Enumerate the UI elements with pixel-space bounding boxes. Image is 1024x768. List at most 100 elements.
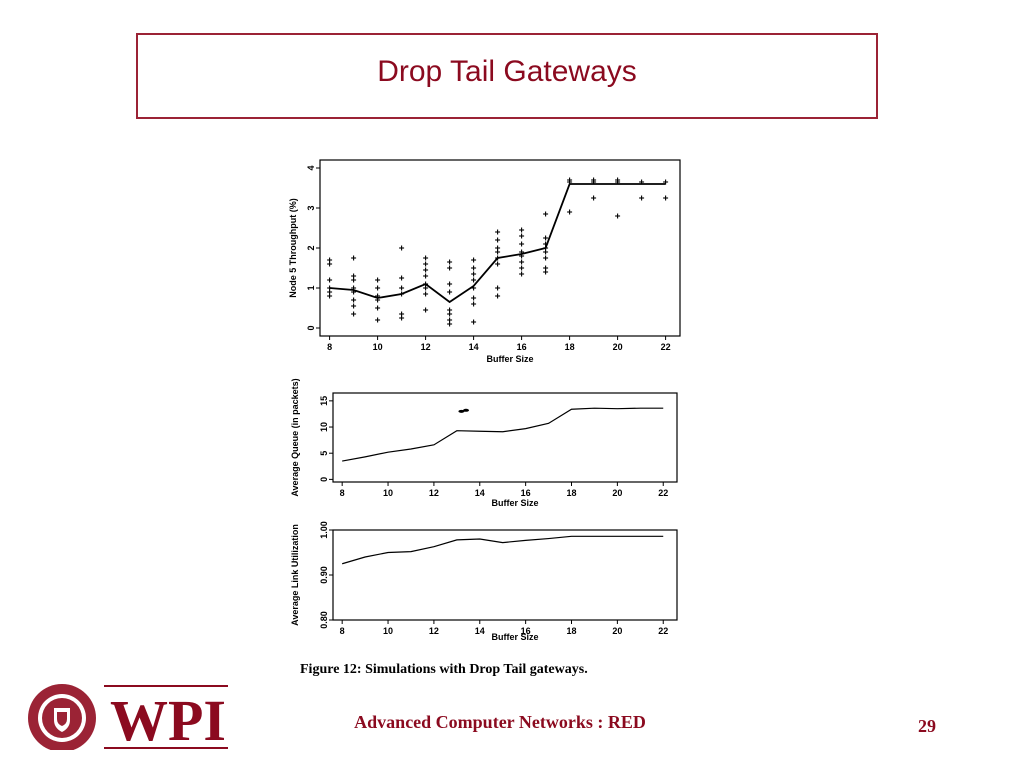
data-point [423,261,429,267]
data-point [495,249,501,255]
data-point [471,295,477,301]
y-axis-label: Average Queue (in packets) [290,378,300,496]
data-point [519,271,525,277]
y-tick-label: 1.00 [319,521,329,539]
data-point [327,293,333,299]
x-axis-label: Buffer Size [486,354,533,364]
figure-caption: Figure 12: Simulations with Drop Tail ga… [300,662,700,678]
data-point [495,285,501,291]
data-point [447,321,453,327]
x-tick-label: 14 [475,626,485,636]
wpi-seal [28,684,96,750]
x-tick-label: 12 [429,626,439,636]
data-point [519,227,525,233]
title-box: Drop Tail Gateways [136,33,878,119]
data-point [519,241,525,247]
series-line [342,535,664,565]
x-tick-label: 12 [429,488,439,498]
data-point [567,209,573,215]
data-point [471,277,477,283]
data-point [423,285,429,291]
x-tick-label: 16 [517,342,527,352]
x-tick-label: 10 [383,626,393,636]
y-axis-label: Node 5 Throughput (%) [288,198,298,297]
data-point [543,249,549,255]
data-point [351,277,357,283]
data-point [351,297,357,303]
data-point [351,303,357,309]
data-point [495,229,501,235]
data-point [327,277,333,283]
x-tick-label: 8 [327,342,332,352]
y-tick-label: 1 [306,285,316,290]
data-point [471,319,477,325]
caption-prefix: Figure 12: [300,662,362,677]
data-point [471,271,477,277]
data-point [423,267,429,273]
data-point [399,315,405,321]
y-tick-label: 15 [319,396,329,406]
x-tick-label: 10 [383,488,393,498]
x-tick-label: 16 [521,488,531,498]
data-point [423,307,429,313]
series-line [342,407,664,462]
data-point [639,195,645,201]
x-tick-label: 8 [340,488,345,498]
data-point [399,245,405,251]
x-tick-label: 16 [521,626,531,636]
y-tick-label: 5 [319,451,329,456]
x-axis-label: Buffer Size [491,498,538,508]
x-tick-label: 18 [566,626,576,636]
x-tick-label: 20 [613,342,623,352]
chart-3: 8 10 12 14 16 18 20 22 0.80 0.90 1.00 Buffer Size Av… [290,521,678,642]
data-point [423,273,429,279]
data-point [351,311,357,317]
footer-text: Advanced Computer Networks : RED [354,712,646,732]
data-point [399,285,405,291]
data-point [543,211,549,217]
data-point [471,257,477,263]
x-tick-label: 18 [566,488,576,498]
x-tick-label: 20 [612,626,622,636]
slide-title: Drop Tail Gateways [377,55,637,88]
wpi-logo: WPI [28,684,228,750]
outlier-mark [463,408,470,412]
data-point [423,291,429,297]
x-tick-label: 14 [475,488,485,498]
x-tick-label: 14 [469,342,479,352]
data-point [471,301,477,307]
y-tick-label: 3 [306,205,316,210]
data-point [495,261,501,267]
wpi-wordmark: WPI [110,688,226,750]
plot-frame [332,392,678,483]
y-axis-label: Average Link Utilization [290,524,300,626]
y-tick-label: 2 [306,245,316,250]
data-point [519,265,525,271]
data-point [327,261,333,267]
x-tick-label: 18 [565,342,575,352]
data-point [543,255,549,261]
data-point [375,285,381,291]
y-tick-label: 0.90 [319,566,329,584]
data-point [591,195,597,201]
x-tick-label: 12 [421,342,431,352]
y-tick-label: 0 [306,325,316,330]
data-point [351,255,357,261]
data-point [399,275,405,281]
y-tick-label: 0.80 [319,611,329,629]
y-tick-label: 0 [319,477,329,482]
data-point [543,235,549,241]
data-point [519,259,525,265]
mean-line [329,183,666,304]
data-point [615,213,621,219]
data-point [471,265,477,271]
y-tick-label: 10 [319,422,329,432]
x-axis-label: Buffer Size [491,632,538,642]
x-tick-label: 10 [373,342,383,352]
data-point [447,311,453,317]
chart-2: 8 10 12 14 16 18 20 22 0 5 10 15 Buffer Size Average … [290,378,678,508]
data-point [447,259,453,265]
data-point [375,305,381,311]
